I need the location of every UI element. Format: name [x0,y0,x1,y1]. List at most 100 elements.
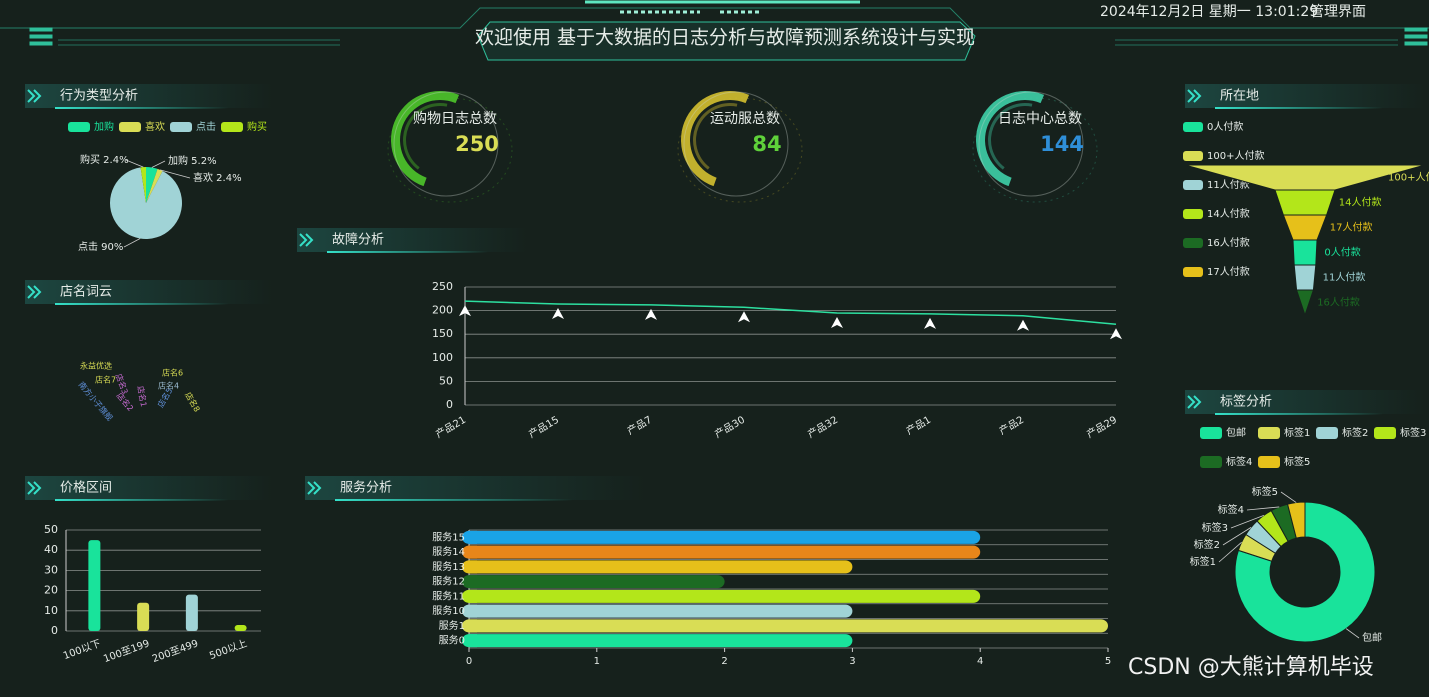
legend-label: 17人付款 [1207,265,1250,278]
panel-title: 价格区间 [60,480,112,496]
point-marker [552,307,564,319]
legend-label: 点击 [196,121,216,133]
funnel-label: 0人付款 [1324,246,1360,259]
legend-label: 购买 [247,120,267,133]
stat-label: 日志中心总数 [998,111,1082,127]
x-tick-label: 产品32 [805,413,840,441]
slice-label: 标签4 [1218,503,1244,516]
funnel-segment [1293,264,1317,291]
bar-base [469,545,477,559]
admin-link[interactable]: 管理界面 [1310,4,1366,20]
point-marker [459,305,471,317]
legend-swatch [68,122,90,132]
leader-line [1280,491,1297,503]
cloud-word: 店名1 [136,385,150,408]
bar [462,604,853,618]
x-tick-label: 2 [721,656,727,667]
legend-label: 包邮 [1226,426,1246,439]
y-tick-label: 20 [44,584,58,597]
panel-title-bar [25,476,273,500]
y-tick-label: 0 [446,398,453,411]
y-tick-label: 150 [432,327,453,340]
panel-title: 所在地 [1220,89,1259,104]
slice-label: 标签1 [1190,555,1216,568]
panel-title-underline [55,499,229,501]
funnel-segment [1295,289,1315,317]
y-tick-label: 服务15 [432,530,465,543]
y-tick-label: 250 [432,280,453,293]
stat-value: 144 [1040,132,1084,156]
leader-line [1222,527,1252,546]
x-tick-label: 500以上 [208,637,249,662]
bar [462,530,981,544]
panel-title: 服务分析 [340,480,392,496]
ring-arc [391,91,460,187]
panel-icon [299,233,314,247]
y-tick-label: 0 [51,624,58,637]
slice-label: 加购 5.2% [168,154,217,167]
bar [462,575,725,589]
x-tick-label: 200至499 [151,637,200,665]
funnel-label: 17人付款 [1330,221,1373,234]
legend-swatch [1183,122,1203,132]
panel-title-bar [25,84,273,108]
bar-base [469,634,477,648]
funnel-label: 11人付款 [1323,271,1366,284]
panel-title-underline [55,303,229,305]
x-tick-label: 产品29 [1084,413,1119,441]
x-tick-label: 产品15 [526,413,561,441]
y-tick-label: 30 [44,563,58,576]
stat-value: 84 [752,132,781,156]
bar [462,619,1108,633]
y-tick-label: 服务13 [432,560,465,573]
panel-icon [27,481,42,495]
x-tick-label: 产品2 [997,413,1026,437]
bar [462,545,981,559]
y-tick-label: 10 [44,604,58,617]
legend-swatch [1258,456,1280,468]
donut-slice [1286,501,1306,539]
leader-line [1345,628,1360,639]
y-tick-label: 服务0 [439,634,465,647]
legend-label: 喜欢 [145,120,165,133]
legend-label: 标签4 [1226,455,1252,468]
legend-swatch [1183,238,1203,248]
pie-slice [146,167,158,203]
legend-swatch [1183,267,1203,277]
cloud-word: 店名8 [183,390,202,413]
cloud-word: 店名7 [95,375,116,385]
cloud-word: 永益优选 [80,361,112,371]
y-tick-label: 50 [44,523,58,536]
panel-icon [27,89,42,103]
pie-slice [140,167,146,203]
legend-swatch [1200,456,1222,468]
y-tick-label: 服务10 [432,604,465,617]
x-tick-label: 产品1 [904,413,933,437]
legend-label: 14人付款 [1207,207,1250,220]
y-tick-label: 50 [439,374,453,387]
legend-label: 100+人付款 [1207,149,1264,162]
legend-swatch [1316,427,1338,439]
bar [462,560,853,574]
bar-base [469,589,477,603]
cloud-word: 店名2 [115,390,136,413]
ring-halo [677,97,803,203]
bar-base [469,619,477,633]
fault-line [464,300,1117,326]
legend-label: 标签2 [1342,426,1368,439]
x-tick-label: 1 [594,656,600,667]
y-tick-label: 服务1 [439,619,465,632]
pie-slice [146,168,163,203]
legend-swatch [1183,180,1203,190]
legend-swatch [170,122,192,132]
panel-title-bar [25,280,273,304]
panel-icon [1187,395,1202,409]
panel-icon [1187,89,1202,103]
leader-line [159,169,191,179]
cloud-word: 南方小子旗舰 [77,379,116,422]
legend-swatch [1183,209,1203,219]
leader-line [1246,506,1280,511]
leader-line [1230,514,1264,529]
x-tick-label: 产品30 [712,413,747,441]
panel-title: 行为类型分析 [60,89,138,104]
